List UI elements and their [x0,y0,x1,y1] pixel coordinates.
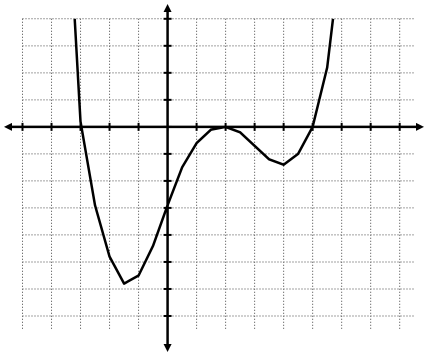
curve [73,18,335,285]
